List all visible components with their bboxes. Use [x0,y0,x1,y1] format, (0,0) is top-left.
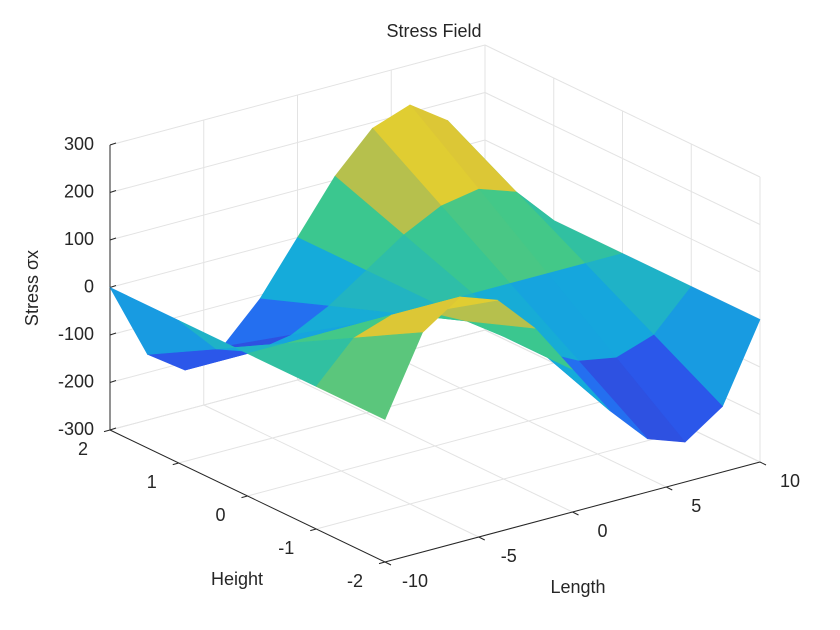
x-tick-label: 0 [597,521,607,541]
x-tick-label: -10 [402,571,428,591]
grid-line [109,329,486,431]
grid-line [247,395,623,497]
grid-line [109,44,486,146]
x-tick-label: -5 [501,546,517,566]
z-axis-label: Stress σx [22,250,42,326]
grid-line [109,92,486,193]
y-tick-label: 0 [215,505,225,525]
tick-mark [384,561,392,566]
tick-mark [109,427,117,431]
tick-mark [109,332,117,336]
tick-mark [478,536,485,541]
tick-mark [109,285,117,288]
tick-mark [666,486,673,491]
grid-line [178,362,554,464]
tick-mark [103,429,111,433]
x-tick-label: 10 [780,471,800,491]
tick-mark [241,495,248,499]
x-tick-label: 5 [691,496,701,516]
surface-patch [316,332,423,420]
grid-line [484,139,761,273]
z-tick-label: 300 [64,134,94,154]
y-axis-label: Height [211,569,263,589]
tick-mark [109,142,117,146]
tick-mark [378,561,386,565]
tick-mark [109,237,117,241]
z-tick-label: 0 [84,276,94,296]
y-tick-label: 2 [78,439,88,459]
tick-mark [759,461,767,466]
grid-line [484,92,761,225]
z-tick-label: -300 [58,419,94,439]
y-tick-label: 1 [147,472,157,492]
y-tick-label: -2 [347,571,363,591]
grid-line [484,44,761,178]
z-tick-label: 100 [64,229,94,249]
grid-line [316,428,692,530]
tick-mark [109,190,117,193]
tick-mark [572,511,579,516]
z-tick-label: 200 [64,181,94,201]
tick-mark [109,380,117,383]
y-tick-label: -1 [278,538,294,558]
z-tick-label: -200 [58,371,94,391]
tick-mark [172,462,179,466]
chart-title: Stress Field [386,21,481,41]
x-axis-label: Length [550,577,605,597]
z-tick-label: -100 [58,324,94,344]
tick-mark [310,528,317,532]
